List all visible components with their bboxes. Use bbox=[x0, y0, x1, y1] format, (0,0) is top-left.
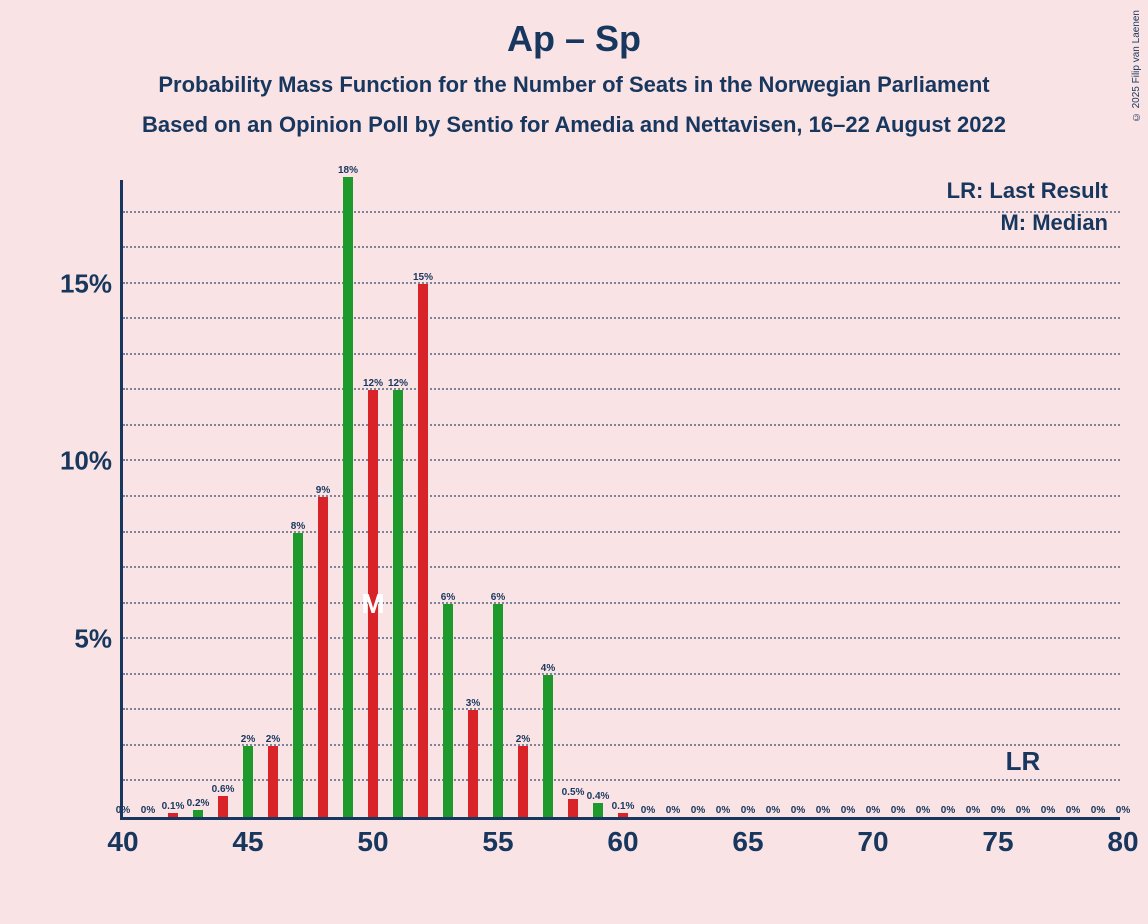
bar-value-label: 18% bbox=[338, 165, 358, 176]
bar-value-label: 6% bbox=[441, 592, 455, 603]
bar: 9% bbox=[318, 497, 329, 817]
bar-value-label: 2% bbox=[266, 734, 280, 745]
chart-plot-area: LR: Last Result M: Median 5%10%15%404550… bbox=[120, 180, 1120, 820]
bar: 15% bbox=[418, 284, 429, 817]
bar-value-label: 0% bbox=[1116, 805, 1130, 816]
x-axis-label: 75 bbox=[982, 826, 1013, 858]
gridline bbox=[123, 353, 1120, 355]
bar-value-label: 12% bbox=[363, 378, 383, 389]
bar-value-label: 0% bbox=[691, 805, 705, 816]
x-axis-label: 40 bbox=[107, 826, 138, 858]
bar-value-label: 6% bbox=[491, 592, 505, 603]
bar-value-label: 0% bbox=[741, 805, 755, 816]
x-axis-label: 60 bbox=[607, 826, 638, 858]
gridline bbox=[123, 424, 1120, 426]
x-axis-label: 55 bbox=[482, 826, 513, 858]
bar: 12% bbox=[393, 390, 404, 817]
bar: 0.4% bbox=[593, 803, 604, 817]
bar-value-label: 12% bbox=[388, 378, 408, 389]
copyright-text: © 2025 Filip van Laenen bbox=[1131, 10, 1142, 122]
gridline bbox=[123, 495, 1120, 497]
x-axis-label: 50 bbox=[357, 826, 388, 858]
chart-title: Ap – Sp bbox=[0, 0, 1148, 60]
bar-value-label: 0% bbox=[916, 805, 930, 816]
bar: 6% bbox=[443, 604, 454, 817]
bar-value-label: 0% bbox=[766, 805, 780, 816]
bar-value-label: 2% bbox=[241, 734, 255, 745]
bar-value-label: 0% bbox=[991, 805, 1005, 816]
bar-value-label: 0% bbox=[641, 805, 655, 816]
bar: 0.5% bbox=[568, 799, 579, 817]
bar: 12% bbox=[368, 390, 379, 817]
bar-value-label: 0% bbox=[816, 805, 830, 816]
y-axis-label: 15% bbox=[60, 268, 112, 299]
gridline bbox=[123, 673, 1120, 675]
gridline bbox=[123, 459, 1120, 461]
bar-value-label: 0.5% bbox=[562, 787, 585, 798]
gridline bbox=[123, 388, 1120, 390]
gridline bbox=[123, 602, 1120, 604]
bar: 0.2% bbox=[193, 810, 204, 817]
bar-value-label: 0% bbox=[716, 805, 730, 816]
bar-value-label: 0% bbox=[966, 805, 980, 816]
legend-lr: LR: Last Result bbox=[947, 178, 1108, 204]
bar-value-label: 2% bbox=[516, 734, 530, 745]
gridline bbox=[123, 246, 1120, 248]
bar: 8% bbox=[293, 533, 304, 817]
x-axis-label: 65 bbox=[732, 826, 763, 858]
bar: 6% bbox=[493, 604, 504, 817]
gridline bbox=[123, 531, 1120, 533]
chart-subtitle: Probability Mass Function for the Number… bbox=[0, 72, 1148, 98]
gridline bbox=[123, 282, 1120, 284]
bar-value-label: 8% bbox=[291, 521, 305, 532]
bar-value-label: 0% bbox=[841, 805, 855, 816]
bar-value-label: 0% bbox=[866, 805, 880, 816]
bar-value-label: 3% bbox=[466, 698, 480, 709]
y-axis-label: 10% bbox=[60, 446, 112, 477]
bar-value-label: 0.1% bbox=[162, 801, 185, 812]
bar-value-label: 0% bbox=[891, 805, 905, 816]
bar-value-label: 0% bbox=[666, 805, 680, 816]
bar-value-label: 0.4% bbox=[587, 791, 610, 802]
x-axis-label: 80 bbox=[1107, 826, 1138, 858]
bar-value-label: 0% bbox=[1091, 805, 1105, 816]
legend-m: M: Median bbox=[1000, 210, 1108, 236]
gridline bbox=[123, 317, 1120, 319]
bar: 0.1% bbox=[168, 813, 179, 817]
bar-value-label: 0% bbox=[1016, 805, 1030, 816]
bar-value-label: 4% bbox=[541, 663, 555, 674]
bar-value-label: 9% bbox=[316, 485, 330, 496]
y-axis-label: 5% bbox=[74, 624, 112, 655]
bar-value-label: 0% bbox=[116, 805, 130, 816]
bar-value-label: 0.6% bbox=[212, 784, 235, 795]
bar: 18% bbox=[343, 177, 354, 817]
bar: 3% bbox=[468, 710, 479, 817]
bar: 2% bbox=[518, 746, 529, 817]
bar-value-label: 0% bbox=[941, 805, 955, 816]
gridline bbox=[123, 566, 1120, 568]
x-axis-label: 45 bbox=[232, 826, 263, 858]
last-result-marker: LR bbox=[1006, 746, 1041, 777]
chart-subtitle-2: Based on an Opinion Poll by Sentio for A… bbox=[0, 112, 1148, 138]
gridline bbox=[123, 708, 1120, 710]
bar: 4% bbox=[543, 675, 554, 817]
x-axis-label: 70 bbox=[857, 826, 888, 858]
bar-value-label: 15% bbox=[413, 272, 433, 283]
bar: 2% bbox=[243, 746, 254, 817]
gridline bbox=[123, 211, 1120, 213]
bar: 0.1% bbox=[618, 813, 629, 817]
bar-value-label: 0% bbox=[1041, 805, 1055, 816]
bar: 0.6% bbox=[218, 796, 229, 817]
bar-value-label: 0.1% bbox=[612, 801, 635, 812]
bar-value-label: 0% bbox=[141, 805, 155, 816]
bar-value-label: 0% bbox=[1066, 805, 1080, 816]
bar: 2% bbox=[268, 746, 279, 817]
bar-value-label: 0.2% bbox=[187, 798, 210, 809]
gridline bbox=[123, 637, 1120, 639]
bar-value-label: 0% bbox=[791, 805, 805, 816]
